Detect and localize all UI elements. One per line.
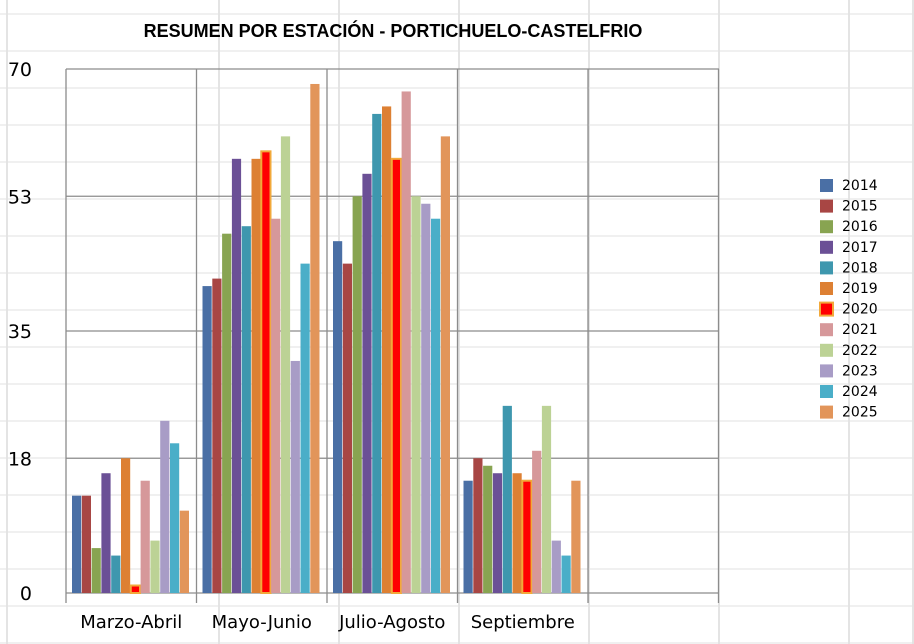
bar [561,555,571,593]
bar [421,203,431,593]
legend-label: 2016 [842,219,878,235]
bar [271,218,281,593]
legend-swatch [820,343,833,357]
bar [372,113,382,594]
legend-label: 2019 [842,281,878,297]
bar [440,136,450,593]
legend-label: 2025 [842,405,878,421]
bar [280,136,291,593]
bar [212,278,222,593]
bar [101,473,111,593]
bar [342,263,352,593]
legend-swatch [820,405,833,419]
bar [129,584,142,594]
bar [401,91,411,593]
bar [150,540,160,593]
bar [231,158,242,594]
bar [300,263,310,593]
bar [382,106,392,593]
bar [310,83,320,593]
y-tick-label: 18 [8,448,32,470]
bar [260,150,272,594]
bar [179,510,189,593]
bar [352,196,362,593]
bar [222,233,232,593]
bar [390,157,402,594]
legend-label: 2018 [842,260,878,276]
legend-swatch [819,301,834,317]
y-tick-label: 70 [8,59,32,81]
bar [111,555,121,593]
bar [492,473,503,593]
bar [463,480,473,593]
bar [160,420,170,593]
legend-swatch [820,199,833,213]
bar [91,548,101,593]
y-tick-label: 0 [20,583,32,605]
bar [333,241,343,593]
legend-label: 2020 [842,302,878,318]
x-category-label: Marzo-Abril [80,612,182,633]
bar [290,360,300,593]
legend-swatch [820,385,833,398]
bar [411,196,421,593]
bar [202,286,212,593]
bar [483,465,493,593]
bar [502,405,512,593]
legend-label: 2023 [842,363,878,379]
y-tick-label: 35 [8,321,32,343]
bar [362,173,372,594]
bar [431,218,441,593]
legend-label: 2017 [842,240,878,256]
legend: 2014 2015 2016 2017 2018 2019 2020 2021 2022 2023… [819,178,878,421]
bar [170,443,180,593]
x-category-label: Julio-Agosto [338,612,445,633]
x-axis-categories: Marzo-Abril Mayo-Junio Julio-Agosto Septiem… [80,612,575,633]
legend-swatch [820,364,833,378]
legend-label: 2021 [842,322,878,338]
bar [121,458,131,593]
bar [473,458,483,593]
bar [521,479,533,595]
x-category-label: Mayo-Junio [212,612,312,633]
y-axis-ticks: 0 18 35 53 70 [8,59,32,605]
x-category-label: Septiembre [471,612,575,633]
legend-swatch [820,323,833,337]
bar [140,480,150,593]
y-tick-label: 53 [8,186,32,208]
legend-label: 2014 [842,178,878,194]
legend-label: 2024 [842,384,878,400]
legend-label: 2015 [842,199,878,215]
bar [541,405,552,593]
bar [251,158,261,594]
legend-swatch [820,220,833,234]
chart-title: RESUMEN POR ESTACIÓN - PORTICHUELO-CASTE… [144,20,643,41]
bars [72,83,581,595]
bar [72,495,82,593]
legend-label: 2022 [842,343,878,359]
bar [571,480,581,593]
bar [241,226,251,593]
legend-swatch [820,282,833,295]
legend-swatch [820,261,833,275]
legend-swatch [820,179,833,192]
legend-swatch [820,240,833,254]
bar [512,473,522,593]
bar [532,450,542,593]
bar [81,495,91,593]
bar [551,540,561,593]
